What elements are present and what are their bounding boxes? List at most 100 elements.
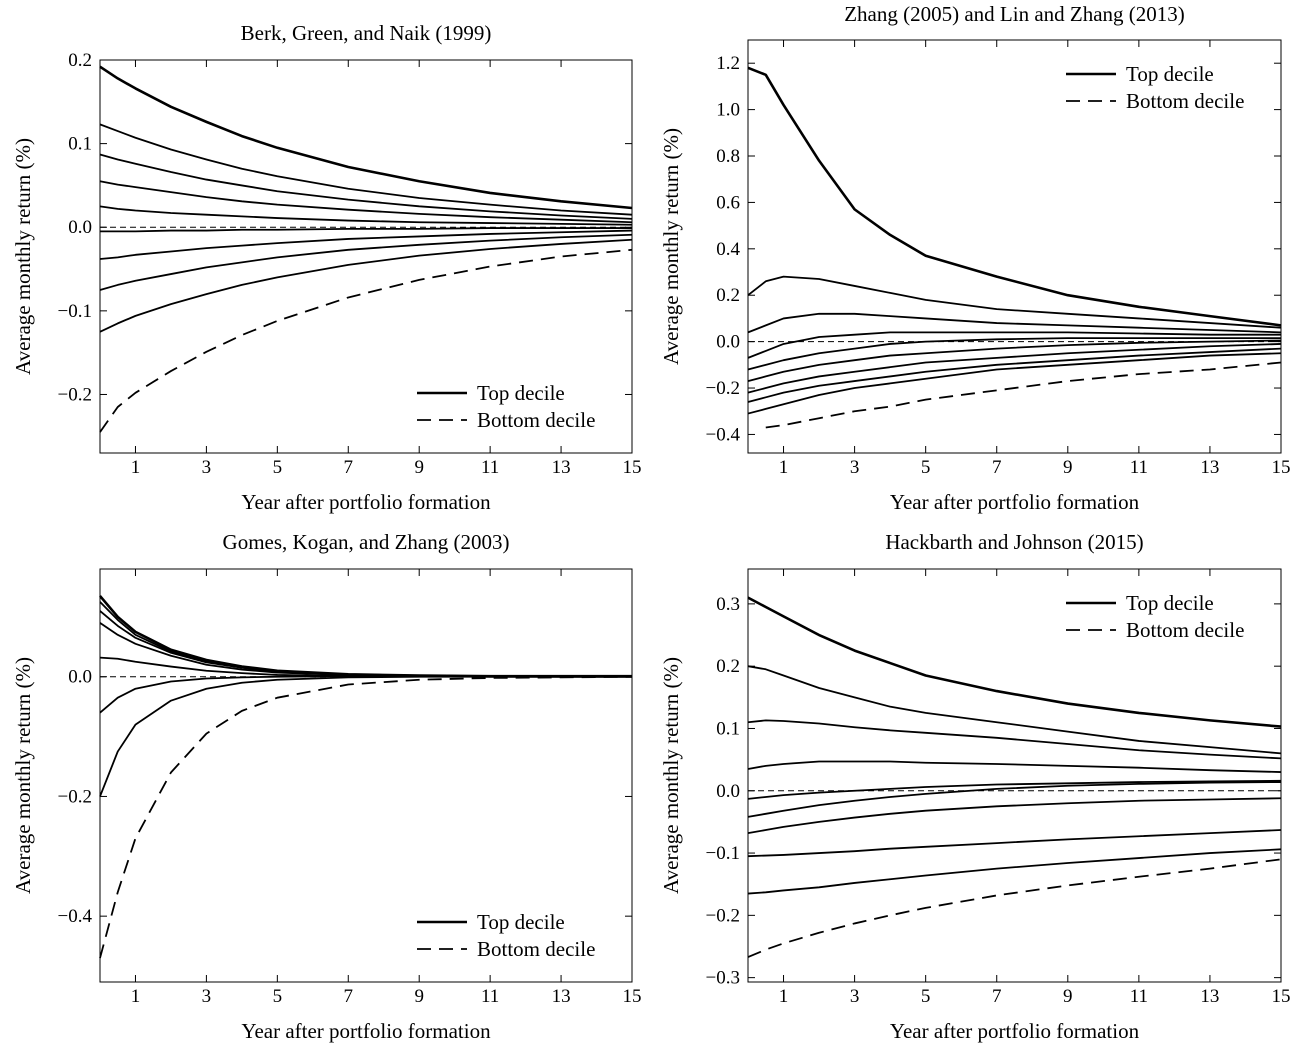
x-tick-label: 11 — [481, 457, 499, 478]
y-tick-label: 0.1 — [68, 134, 92, 155]
y-tick-label: 0.0 — [716, 332, 740, 353]
y-tick-label: −0.4 — [706, 424, 741, 445]
x-axis-label: Year after portfolio formation — [890, 1019, 1140, 1043]
y-axis-label: Average monthly return (%) — [11, 138, 35, 375]
x-tick-label: 1 — [131, 457, 141, 478]
x-tick-label: 11 — [481, 986, 499, 1007]
y-axis-label: Average monthly return (%) — [659, 657, 683, 894]
x-tick-label: 13 — [552, 457, 571, 478]
x-tick-label: 1 — [779, 986, 789, 1007]
y-tick-label: 1.0 — [716, 100, 740, 121]
y-tick-label: −0.1 — [706, 843, 740, 864]
series-line — [747, 665, 1282, 755]
y-tick-label: 0.2 — [68, 50, 92, 71]
chart-title: Hackbarth and Johnson (2015) — [885, 530, 1143, 554]
series-line — [99, 65, 633, 210]
series-line — [747, 719, 1282, 760]
x-tick-label: 15 — [623, 457, 642, 478]
y-tick-label: 0.0 — [68, 667, 92, 688]
x-tick-label: 7 — [344, 986, 354, 1007]
y-tick-label: −0.2 — [706, 378, 740, 399]
y-tick-label: 0.6 — [716, 192, 740, 213]
x-tick-label: 7 — [992, 457, 1002, 478]
y-tick-label: −0.2 — [706, 905, 740, 926]
x-tick-label: 3 — [850, 986, 860, 1007]
x-tick-label: 3 — [202, 457, 212, 478]
x-tick-label: 13 — [552, 986, 571, 1007]
plot-frame — [99, 59, 633, 454]
x-tick-label: 15 — [623, 986, 642, 1007]
x-tick-label: 15 — [1272, 986, 1291, 1007]
x-tick-label: 13 — [1200, 986, 1219, 1007]
x-axis-label: Year after portfolio formation — [890, 490, 1140, 514]
series-line — [747, 343, 1282, 394]
series-line — [747, 848, 1282, 895]
y-tick-label: 0.0 — [716, 781, 740, 802]
legend-label: Top decile — [477, 910, 565, 934]
series-line — [99, 248, 633, 433]
series-line — [99, 601, 632, 678]
plot-frame — [747, 39, 1282, 454]
x-tick-label: 13 — [1200, 457, 1219, 478]
chart-title: Berk, Green, and Naik (1999) — [241, 21, 492, 45]
y-tick-label: −0.1 — [58, 301, 92, 322]
x-tick-label: 1 — [131, 986, 141, 1007]
legend-label: Bottom decile — [1126, 89, 1244, 113]
series-line — [747, 781, 1282, 818]
subplot: 1 3 5 7 9 11 13 15−0.4−0.20.00.20.40.60.81.01.2… — [659, 2, 1291, 514]
x-tick-label: 1 — [779, 457, 789, 478]
y-tick-label: 0.2 — [716, 285, 740, 306]
series-line — [99, 675, 632, 797]
series-line — [99, 205, 633, 226]
x-tick-label: 11 — [1130, 457, 1148, 478]
series-line — [99, 675, 633, 959]
legend-label: Top decile — [1126, 591, 1214, 615]
series-line — [747, 352, 1282, 415]
y-tick-label: 0.0 — [68, 217, 92, 238]
series-line — [747, 331, 1281, 359]
x-tick-label: 11 — [1130, 986, 1148, 1007]
x-axis-label: Year after portfolio formation — [241, 1019, 491, 1043]
series-line — [99, 675, 632, 714]
y-tick-label: 0.4 — [716, 239, 740, 260]
series-line — [100, 227, 632, 233]
x-tick-label: 5 — [921, 986, 931, 1007]
series-line — [747, 797, 1282, 835]
x-tick-label: 5 — [273, 457, 283, 478]
legend-label: Top decile — [477, 381, 565, 405]
y-tick-label: −0.2 — [58, 786, 92, 807]
x-tick-label: 9 — [1063, 457, 1073, 478]
x-tick-label: 15 — [1272, 457, 1291, 478]
series-line — [99, 233, 633, 291]
series-line — [747, 275, 1282, 329]
y-tick-label: −0.3 — [706, 968, 740, 989]
series-line — [747, 829, 1282, 858]
series-line — [99, 610, 632, 678]
series-line — [747, 337, 1281, 371]
series-line — [99, 238, 633, 333]
x-tick-label: 3 — [202, 986, 212, 1007]
y-tick-label: −0.2 — [58, 384, 92, 405]
y-axis-label: Average monthly return (%) — [659, 128, 683, 365]
x-tick-label: 5 — [921, 457, 931, 478]
chart-title: Zhang (2005) and Lin and Zhang (2013) — [844, 2, 1185, 26]
series-line — [99, 123, 633, 216]
chart-title: Gomes, Kogan, and Zhang (2003) — [223, 530, 510, 554]
series-line — [765, 361, 1282, 429]
x-axis-label: Year after portfolio formation — [241, 490, 491, 514]
y-tick-label: 0.8 — [716, 146, 740, 167]
x-tick-label: 9 — [414, 986, 424, 1007]
legend-label: Top decile — [1126, 62, 1214, 86]
series-line — [747, 347, 1282, 403]
series-line — [747, 596, 1282, 728]
series-line — [747, 858, 1282, 958]
series-line — [747, 760, 1282, 773]
subplot: 1 3 5 7 9 11 13 15−0.3−0.2−0.10.00.10.20.3Hackb… — [659, 530, 1291, 1043]
x-tick-label: 9 — [1063, 986, 1073, 1007]
series-line — [99, 180, 633, 224]
y-tick-label: 0.1 — [716, 718, 740, 739]
series-line — [99, 153, 633, 220]
series-line — [747, 779, 1282, 800]
